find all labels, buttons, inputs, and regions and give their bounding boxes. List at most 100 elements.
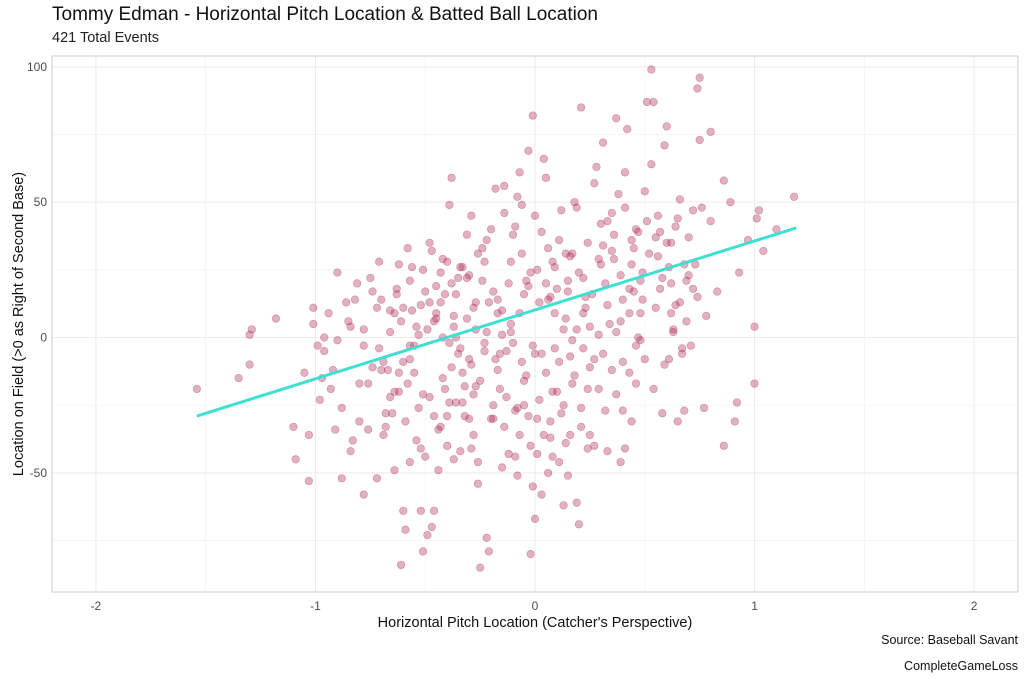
- data-point: [271, 314, 281, 323]
- data-point: [478, 244, 487, 253]
- data-point: [658, 273, 667, 283]
- data-point: [432, 309, 441, 318]
- data-point: [440, 290, 450, 299]
- data-point: [583, 444, 592, 453]
- data-point: [416, 300, 425, 310]
- data-point: [561, 439, 570, 448]
- data-point: [568, 249, 577, 258]
- data-point: [570, 198, 579, 207]
- data-point: [355, 379, 364, 388]
- data-point: [662, 238, 671, 247]
- data-point: [677, 344, 687, 353]
- data-point: [566, 430, 575, 440]
- data-point: [572, 498, 581, 507]
- data-point: [368, 363, 377, 372]
- data-point: [418, 390, 428, 399]
- grid-lines: [52, 56, 1018, 592]
- x-tick-label: -1: [310, 599, 321, 613]
- data-point: [559, 325, 568, 334]
- data-point: [418, 547, 428, 556]
- data-point: [522, 276, 531, 285]
- data-point: [583, 238, 592, 247]
- data-point: [436, 268, 445, 277]
- data-point: [421, 452, 430, 461]
- data-point: [706, 127, 715, 136]
- data-point: [458, 398, 467, 407]
- data-point: [414, 330, 423, 339]
- data-point: [594, 384, 603, 394]
- data-point: [445, 200, 454, 209]
- data-point: [438, 254, 447, 264]
- data-point: [247, 325, 256, 334]
- data-point: [372, 303, 382, 312]
- data-point: [601, 406, 610, 415]
- y-tick-label: 0: [40, 331, 47, 345]
- data-point: [695, 73, 704, 82]
- data-point: [429, 411, 439, 421]
- data-point: [443, 441, 452, 450]
- data-point: [434, 425, 443, 434]
- data-point: [557, 409, 566, 418]
- data-point: [504, 449, 513, 459]
- data-point: [706, 217, 715, 226]
- data-point: [375, 257, 384, 266]
- data-point: [471, 382, 480, 391]
- data-point: [386, 328, 395, 337]
- data-point: [548, 257, 557, 266]
- data-point: [548, 387, 557, 396]
- data-point: [563, 287, 573, 296]
- data-point: [508, 230, 518, 239]
- data-point: [559, 401, 568, 410]
- data-point: [309, 303, 318, 312]
- data-point: [443, 411, 452, 421]
- data-point: [465, 355, 474, 364]
- data-point: [392, 290, 401, 299]
- data-point: [517, 357, 526, 366]
- data-point: [577, 422, 586, 431]
- data-point: [539, 154, 548, 163]
- data-point: [456, 263, 465, 272]
- data-point: [673, 214, 682, 223]
- data-point: [429, 317, 439, 326]
- data-point: [618, 406, 627, 415]
- data-point: [594, 254, 603, 264]
- data-point: [563, 471, 573, 480]
- data-point: [383, 365, 393, 375]
- data-point: [544, 295, 553, 304]
- x-tick-label: -2: [91, 599, 102, 613]
- data-point: [375, 344, 384, 353]
- data-point: [609, 254, 619, 264]
- data-point: [726, 198, 735, 207]
- data-point: [623, 124, 632, 134]
- data-point: [612, 390, 621, 399]
- data-point: [234, 374, 243, 383]
- data-point: [465, 271, 474, 280]
- data-point: [537, 490, 546, 499]
- data-point: [616, 457, 625, 467]
- data-point: [324, 309, 333, 318]
- data-point: [342, 298, 351, 307]
- data-point: [245, 330, 254, 339]
- data-point: [688, 284, 698, 293]
- data-point: [333, 336, 342, 345]
- data-point: [493, 365, 502, 375]
- data-point: [377, 295, 386, 304]
- data-point: [491, 355, 500, 364]
- data-point: [513, 403, 522, 413]
- data-point: [636, 309, 645, 318]
- data-point: [502, 346, 511, 356]
- data-point: [405, 355, 414, 364]
- data-point: [533, 265, 542, 274]
- data-point: [353, 279, 362, 288]
- data-point: [561, 314, 570, 323]
- data-point: [346, 322, 355, 331]
- data-point: [245, 360, 254, 369]
- data-point: [629, 287, 638, 296]
- data-point: [403, 244, 412, 253]
- data-point: [585, 363, 594, 372]
- data-point: [482, 235, 491, 245]
- data-point: [480, 346, 489, 356]
- data-point: [467, 360, 476, 369]
- data-point: [359, 341, 368, 350]
- data-point: [486, 225, 496, 234]
